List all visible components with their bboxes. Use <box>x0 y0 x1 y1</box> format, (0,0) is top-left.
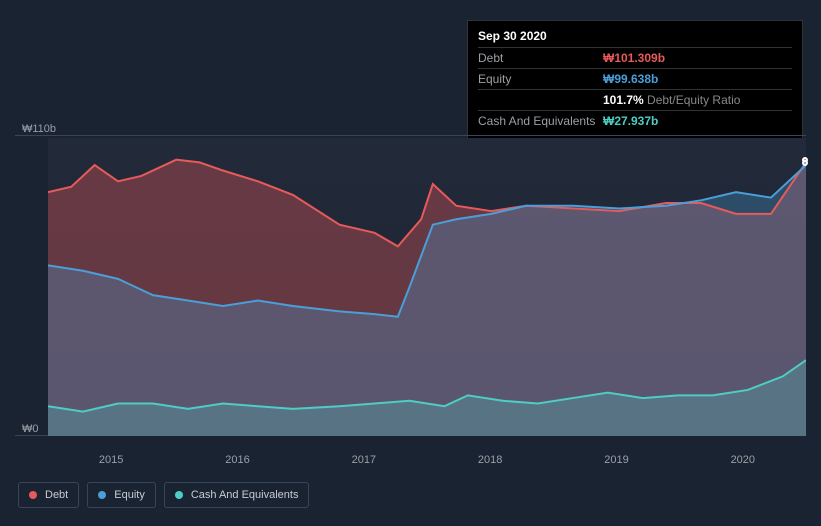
legend-item-cash-and-equivalents[interactable]: Cash And Equivalents <box>164 482 310 508</box>
x-axis: 201520162017201820192020 <box>48 454 806 466</box>
legend-label: Cash And Equivalents <box>191 489 299 501</box>
legend-dot <box>175 491 183 499</box>
x-tick: 2019 <box>553 454 679 466</box>
x-tick: 2020 <box>680 454 806 466</box>
tooltip-date: Sep 30 2020 <box>478 29 792 43</box>
tooltip-value: ₩101.309b <box>603 51 665 65</box>
x-tick: 2018 <box>427 454 553 466</box>
tooltip-row: Debt₩101.309b <box>478 47 792 68</box>
x-tick: 2016 <box>174 454 300 466</box>
legend-label: Debt <box>45 489 68 501</box>
tooltip-value: ₩27.937b <box>603 114 658 128</box>
tooltip-row: 101.7% Debt/Equity Ratio <box>478 89 792 110</box>
x-tick: 2015 <box>48 454 174 466</box>
y-axis-max: ₩110b <box>22 123 56 135</box>
tooltip-value: ₩99.638b <box>603 72 658 86</box>
legend-dot <box>29 491 37 499</box>
chart-svg <box>48 138 806 436</box>
tooltip-label: Cash And Equivalents <box>478 114 603 128</box>
chart-plot-area[interactable] <box>48 138 806 436</box>
tooltip-label <box>478 93 603 107</box>
legend-dot <box>98 491 106 499</box>
legend-label: Equity <box>114 489 145 501</box>
x-tick: 2017 <box>301 454 427 466</box>
tooltip-label: Debt <box>478 51 603 65</box>
gridline-top <box>15 135 806 136</box>
tooltip-row: Equity₩99.638b <box>478 68 792 89</box>
tooltip-value: 101.7% Debt/Equity Ratio <box>603 93 740 107</box>
legend-item-debt[interactable]: Debt <box>18 482 79 508</box>
chart-tooltip: Sep 30 2020 Debt₩101.309bEquity₩99.638b1… <box>467 20 803 140</box>
marker-equity <box>802 160 808 166</box>
y-axis-min: ₩0 <box>22 423 39 435</box>
tooltip-row: Cash And Equivalents₩27.937b <box>478 110 792 131</box>
tooltip-label: Equity <box>478 72 603 86</box>
legend: Debt Equity Cash And Equivalents <box>18 482 309 508</box>
legend-item-equity[interactable]: Equity <box>87 482 156 508</box>
